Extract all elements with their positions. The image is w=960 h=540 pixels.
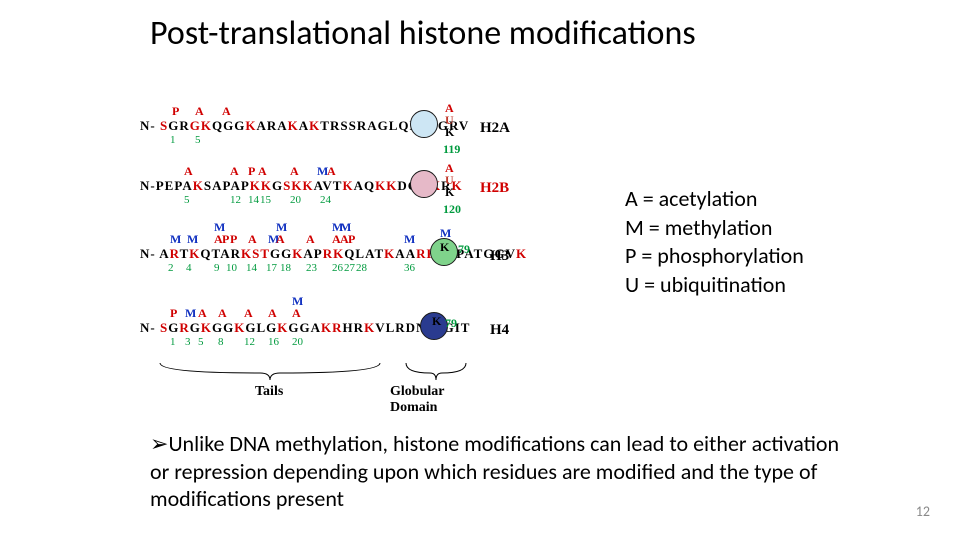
residue-pos: 18 <box>280 262 291 274</box>
residue-pos: 26 <box>332 262 343 274</box>
mark: A <box>268 306 277 321</box>
h3-k79-pos: 79 <box>458 242 470 257</box>
h2a-label: H2A <box>480 120 510 137</box>
mark: A <box>248 232 257 247</box>
globular-label: Globular Domain <box>390 384 444 416</box>
residue-pos: 16 <box>268 336 279 348</box>
mark: M <box>276 220 287 235</box>
mark: P <box>170 306 177 321</box>
residue-pos: 12 <box>230 194 241 206</box>
residue-pos: 27 <box>344 262 355 274</box>
residue-pos: 36 <box>404 262 415 274</box>
legend-p: P = phosphorylation <box>625 242 804 271</box>
residue-pos: 20 <box>290 194 301 206</box>
residue-pos: 20 <box>292 336 303 348</box>
residue-pos: 1 <box>170 336 176 348</box>
residue-pos: 5 <box>195 134 201 146</box>
mark: P <box>230 232 237 247</box>
h4-k79: K <box>432 314 441 329</box>
h3-k79-mark: M <box>440 226 451 241</box>
mark: P <box>222 232 229 247</box>
residue-pos: 14 <box>246 262 257 274</box>
h2b-nucleosome-icon <box>410 170 438 198</box>
body-text: ➢Unlike DNA methylation, histone modific… <box>150 430 850 513</box>
h3-label: H3 <box>490 248 509 265</box>
h2a-ubi-pos: 119 <box>443 142 460 157</box>
residue-pos: 14 <box>248 194 259 206</box>
mark: M <box>185 306 196 321</box>
h2b-ubi-pos: 120 <box>443 202 461 217</box>
h2a-nucleosome-icon <box>410 110 438 138</box>
h2b-ubi-label: AUK <box>445 162 454 198</box>
mark: M <box>187 232 198 247</box>
residue-pos: 28 <box>356 262 367 274</box>
h2a-ubi-label: AUK <box>445 102 454 138</box>
mark: A <box>244 306 253 321</box>
mark: P <box>172 104 179 119</box>
mark: A <box>222 104 231 119</box>
mark: A <box>218 306 227 321</box>
slide-title: Post-translational histone modifications <box>150 15 696 52</box>
residue-pos: 10 <box>226 262 237 274</box>
residue-pos: 9 <box>214 262 220 274</box>
residue-pos: 17 <box>266 262 277 274</box>
mark: M <box>404 232 415 247</box>
residue-pos: 24 <box>320 194 331 206</box>
mark: A <box>195 104 204 119</box>
mark: A <box>258 164 267 179</box>
page-number: 12 <box>916 503 930 520</box>
mark: M <box>292 294 303 309</box>
mark: A <box>327 164 336 179</box>
residue-pos: 23 <box>306 262 317 274</box>
mark: A <box>290 164 299 179</box>
mark: A <box>306 232 315 247</box>
legend-u: U = ubiquitination <box>625 271 804 300</box>
residue-pos: 3 <box>185 336 191 348</box>
mark: M <box>170 232 181 247</box>
residue-pos: 2 <box>168 262 174 274</box>
mark: P <box>248 164 255 179</box>
residue-pos: 5 <box>198 336 204 348</box>
legend: A = acetylation M = methylation P = phos… <box>625 185 804 299</box>
body-content: Unlike DNA methylation, histone modifica… <box>150 430 839 512</box>
mark: P <box>348 232 355 247</box>
h3-k79: K <box>440 240 449 255</box>
legend-a: A = acetylation <box>625 185 804 214</box>
residue-pos: 5 <box>184 194 190 206</box>
h4-k79-pos: 79 <box>445 316 457 331</box>
residue-pos: 12 <box>244 336 255 348</box>
h2b-label: H2B <box>480 180 509 197</box>
bullet-icon: ➢ <box>150 431 168 456</box>
residue-pos: 4 <box>186 262 192 274</box>
h4-label: H4 <box>490 322 509 339</box>
tails-label: Tails <box>255 384 283 400</box>
residue-pos: 8 <box>218 336 224 348</box>
residue-pos: 15 <box>260 194 271 206</box>
mark: A <box>230 164 239 179</box>
mark: A <box>184 164 193 179</box>
brace-tails-icon <box>140 358 500 398</box>
legend-m: M = methylation <box>625 214 804 243</box>
residue-pos: 1 <box>170 134 176 146</box>
mark: A <box>198 306 207 321</box>
